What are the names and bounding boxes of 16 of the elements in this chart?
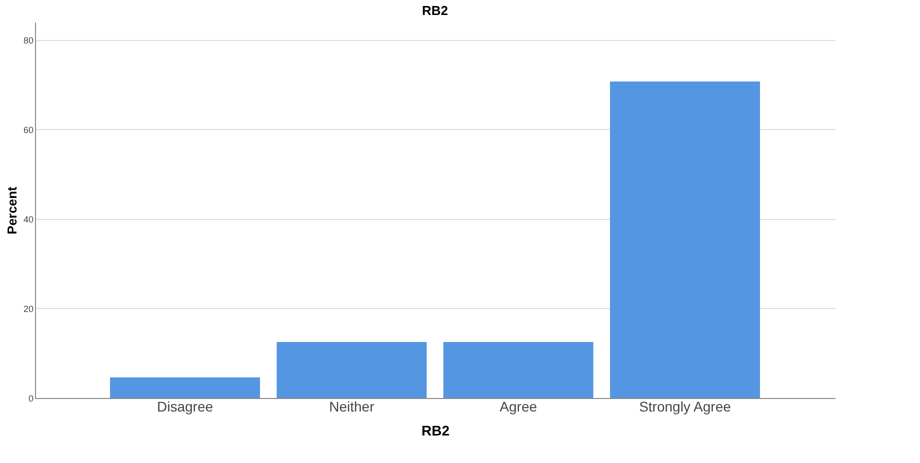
y-axis-title: Percent [4,186,20,234]
x-tick-label: Strongly Agree [639,398,732,414]
bar [276,342,427,398]
bar [110,377,260,398]
y-tick-label: 0 [28,394,34,404]
x-tick-label: Agree [500,398,538,414]
bar [610,82,760,398]
bar [443,342,594,398]
y-tick-label: 20 [23,304,34,314]
chart-title: RB2 [422,3,448,18]
x-tick-label: Neither [329,398,375,414]
y-tick-label: 40 [23,214,34,224]
y-tick-label: 60 [23,124,34,135]
y-tick-label: 80 [23,35,34,46]
x-tick-label: Disagree [156,398,214,414]
x-axis-title: RB2 [421,422,450,438]
